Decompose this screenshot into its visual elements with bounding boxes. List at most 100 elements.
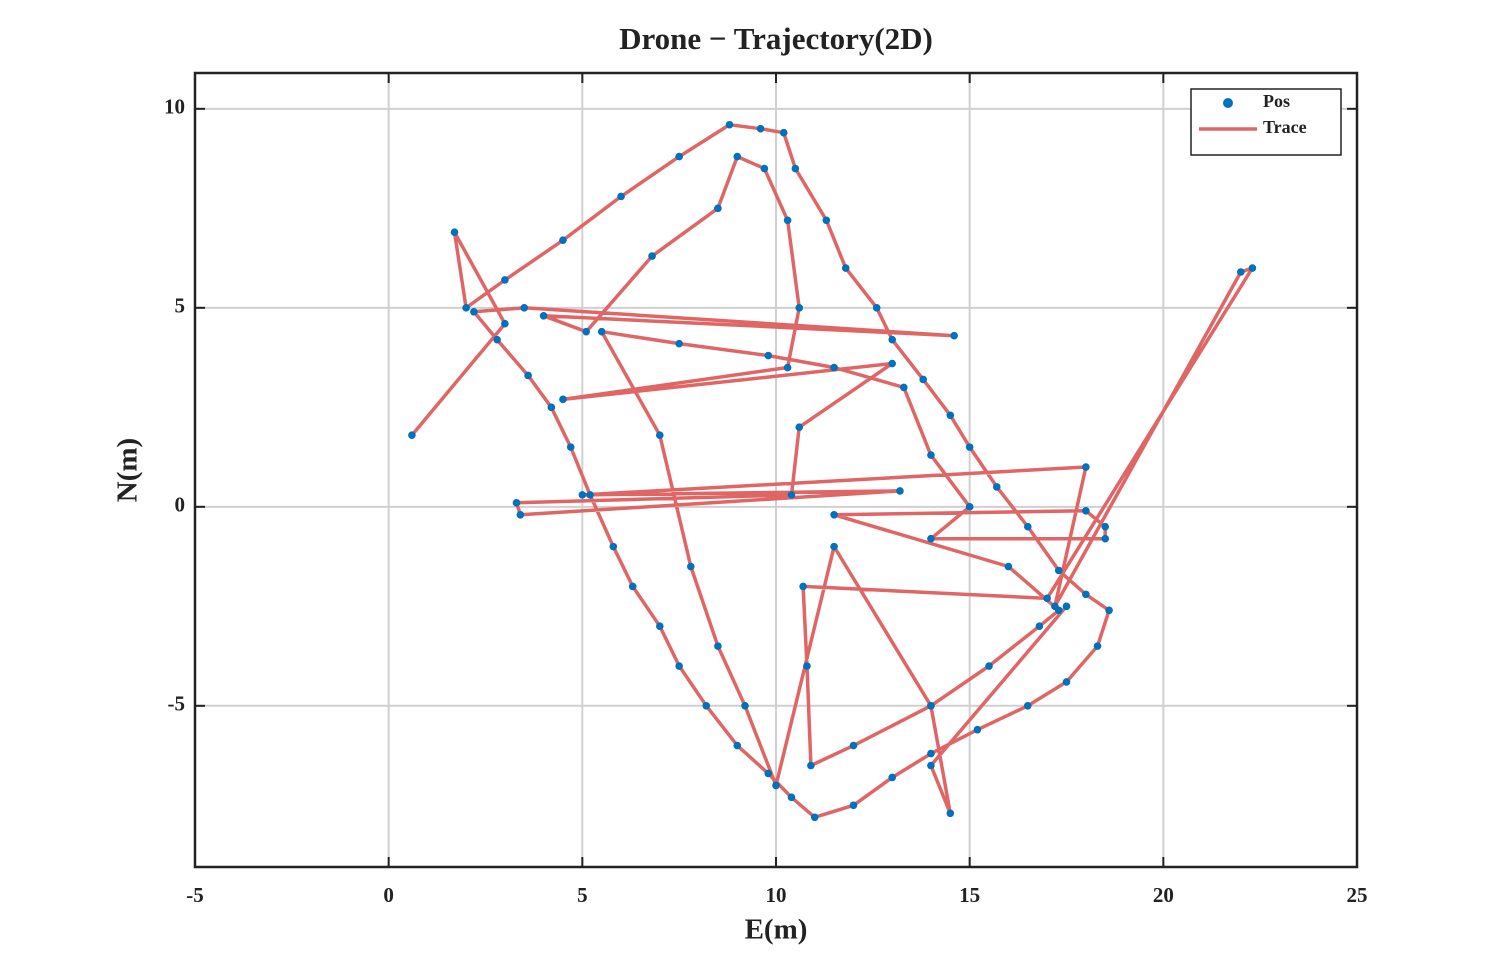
- position-marker: [830, 363, 838, 372]
- position-marker: [559, 395, 567, 404]
- position-marker: [733, 741, 742, 750]
- position-marker: [779, 128, 788, 137]
- position-marker: [686, 562, 695, 571]
- position-marker: [1082, 506, 1090, 515]
- position-marker: [783, 363, 792, 372]
- position-marker: [1101, 522, 1110, 531]
- position-marker: [512, 499, 521, 507]
- position-marker: [1023, 522, 1032, 531]
- position-marker: [787, 793, 796, 802]
- position-marker: [566, 443, 575, 451]
- position-marker: [462, 304, 470, 312]
- position-marker: [1004, 562, 1013, 571]
- position-marker: [609, 542, 618, 551]
- position-marker: [741, 702, 749, 710]
- position-marker: [675, 662, 683, 670]
- position-marker: [408, 431, 416, 439]
- position-marker: [578, 491, 587, 499]
- position-marker: [791, 164, 800, 173]
- position-marker: [702, 702, 711, 710]
- position-marker: [648, 252, 656, 260]
- position-marker: [822, 216, 831, 225]
- position-marker: [559, 236, 567, 244]
- position-marker: [795, 304, 804, 312]
- chart-title: Drone − Trajectory(2D): [619, 21, 933, 56]
- position-marker: [927, 702, 935, 710]
- x-axis-label: E(m): [745, 914, 808, 946]
- position-marker: [1043, 594, 1051, 603]
- position-marker: [965, 503, 974, 511]
- position-marker: [927, 451, 935, 459]
- position-marker: [656, 431, 664, 439]
- position-marker: [946, 411, 955, 420]
- x-tick-label: 10: [766, 883, 787, 907]
- position-marker: [1082, 463, 1090, 471]
- position-marker: [896, 487, 904, 495]
- y-tick-label: 5: [175, 294, 186, 318]
- position-marker: [927, 749, 935, 758]
- position-marker: [888, 335, 896, 344]
- position-marker: [965, 443, 974, 451]
- position-marker: [597, 327, 606, 336]
- position-marker: [830, 542, 838, 551]
- position-marker: [714, 204, 722, 213]
- position-marker: [1054, 566, 1063, 575]
- position-marker: [1101, 534, 1110, 543]
- position-marker: [946, 809, 955, 818]
- legend-label: Pos: [1263, 91, 1290, 111]
- position-marker: [810, 813, 819, 822]
- position-marker: [973, 725, 982, 734]
- position-marker: [888, 773, 896, 782]
- position-marker: [872, 304, 881, 312]
- position-marker: [1093, 642, 1102, 650]
- position-marker: [992, 483, 1001, 491]
- position-marker: [1035, 622, 1044, 631]
- x-tick-label: 20: [1153, 883, 1174, 907]
- legend-box: [1190, 88, 1342, 156]
- position-marker: [849, 801, 858, 810]
- x-tick-label: 25: [1347, 883, 1368, 907]
- position-marker: [764, 351, 773, 360]
- position-marker: [927, 534, 935, 543]
- position-marker: [524, 371, 532, 380]
- position-marker: [539, 311, 548, 320]
- y-tick-label: 0: [175, 493, 186, 517]
- position-marker: [586, 491, 594, 499]
- position-marker: [733, 152, 742, 161]
- position-marker: [628, 582, 637, 591]
- position-marker: [470, 307, 478, 316]
- y-tick-label: 10: [164, 95, 185, 119]
- position-marker: [799, 582, 807, 591]
- position-marker: [520, 304, 529, 312]
- position-marker: [772, 781, 780, 790]
- position-marker: [764, 769, 773, 778]
- position-marker: [1062, 678, 1071, 686]
- position-marker: [1082, 590, 1090, 599]
- position-marker: [919, 375, 927, 384]
- position-marker: [841, 264, 850, 272]
- position-marker: [985, 662, 993, 670]
- y-axis-label: N(m): [112, 438, 144, 502]
- position-marker: [1237, 268, 1245, 276]
- position-marker: [493, 335, 501, 344]
- position-marker: [675, 152, 683, 161]
- position-marker: [760, 164, 769, 173]
- position-marker: [1023, 702, 1032, 710]
- legend-label: Trace: [1263, 117, 1307, 137]
- position-marker: [675, 339, 683, 348]
- position-marker: [1248, 264, 1257, 272]
- position-marker: [617, 192, 625, 201]
- position-marker: [725, 120, 734, 129]
- position-marker: [795, 423, 804, 432]
- position-marker: [450, 228, 459, 236]
- position-marker: [783, 216, 792, 225]
- x-tick-label: 15: [959, 883, 980, 907]
- position-marker: [501, 276, 509, 284]
- position-marker: [1105, 606, 1113, 615]
- position-marker: [849, 741, 858, 750]
- position-marker: [950, 331, 958, 340]
- position-marker: [830, 510, 838, 519]
- position-marker: [1062, 602, 1071, 611]
